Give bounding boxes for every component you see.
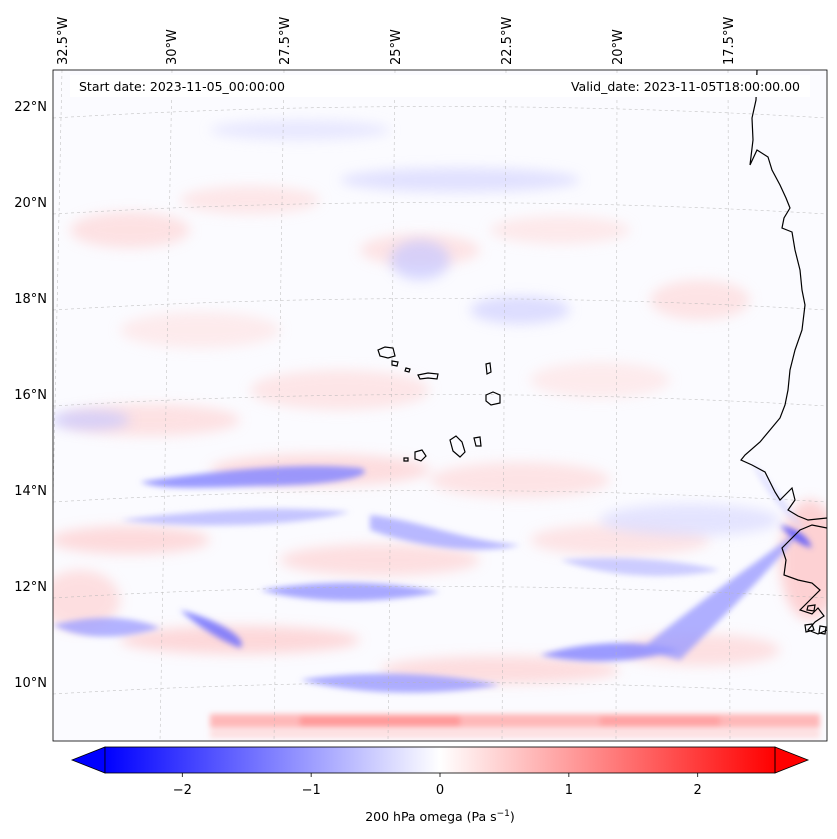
colorbar-min-extension — [70, 746, 106, 774]
colorbar-tick-label: −2 — [173, 783, 192, 798]
longitude-labels: 32.5°W 30°W 27.5°W 25°W 22.5°W 20°W 17.5… — [56, 17, 737, 65]
island-santiago — [449, 435, 466, 458]
lon-label: 22.5°W — [500, 17, 515, 65]
colorbar-tick-label: −1 — [302, 783, 321, 798]
lat-label: 14°N — [14, 484, 47, 499]
lat-label: 10°N — [14, 676, 47, 691]
island-santa-luzia — [404, 367, 411, 373]
colorbar-max-extension — [774, 746, 810, 774]
map-frame — [52, 69, 828, 742]
valid-date-label: Valid_date: 2023-11-05T18:00:00.00 — [571, 79, 800, 94]
africa-coastline — [740, 70, 827, 521]
island-maio — [473, 436, 482, 447]
island-brava — [403, 457, 409, 462]
colorbar-tick-label: 1 — [565, 783, 573, 798]
lat-label: 18°N — [14, 292, 47, 307]
island-fogo — [414, 449, 427, 462]
lon-label: 20°W — [611, 29, 626, 65]
bijagos-islands — [804, 604, 827, 635]
colorbar-gradient — [105, 747, 775, 773]
lon-label: 25°W — [389, 29, 404, 65]
omega-field — [53, 120, 827, 738]
graticule — [53, 70, 827, 741]
lon-label: 17.5°W — [722, 17, 737, 65]
lon-label: 30°W — [165, 29, 180, 65]
bottom-positive-band — [210, 714, 820, 738]
colorbar-tick-label: 2 — [694, 783, 702, 798]
island-sal — [485, 362, 492, 375]
colorbar: −2 −1 0 1 2 200 hPa omega (Pa s−1) — [70, 746, 810, 824]
header-box — [70, 75, 810, 97]
lon-label: 27.5°W — [278, 17, 293, 65]
island-boa-vista — [485, 391, 501, 406]
coastlines — [377, 70, 827, 635]
colorbar-ticks: −2 −1 0 1 2 — [173, 773, 702, 798]
negative-omega-areas — [53, 120, 780, 536]
colorbar-title: 200 hPa omega (Pa s−1) — [365, 809, 515, 824]
island-sao-nicolau — [417, 372, 439, 380]
africa-coastline-south — [781, 524, 827, 635]
lat-label: 20°N — [14, 196, 47, 211]
map-panel: Start date: 2023-11-05_00:00:00 Valid_da… — [52, 69, 828, 742]
island-sao-vicente — [391, 360, 399, 367]
lon-label: 32.5°W — [56, 17, 71, 65]
colorbar-tick-label: 0 — [436, 783, 444, 798]
latitude-labels: 22°N 20°N 18°N 16°N 14°N 12°N 10°N — [14, 100, 47, 691]
island-santo-antao — [377, 346, 396, 359]
lat-label: 16°N — [14, 388, 47, 403]
lat-label: 22°N — [14, 100, 47, 115]
start-date-label: Start date: 2023-11-05_00:00:00 — [79, 79, 285, 94]
lat-label: 12°N — [14, 580, 47, 595]
